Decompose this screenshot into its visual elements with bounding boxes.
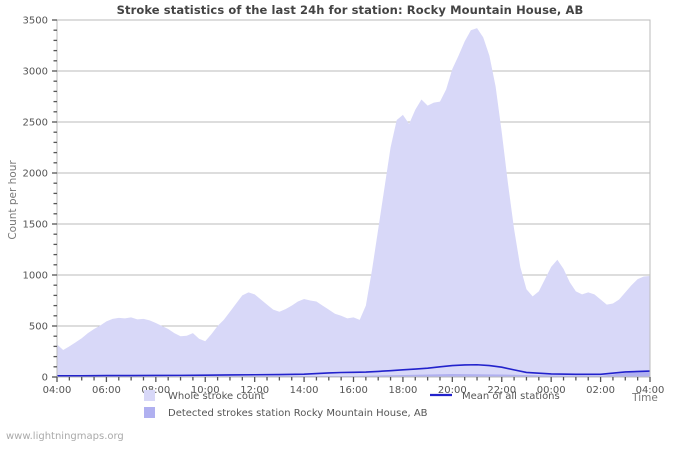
x-tick-label: 08:00 — [141, 385, 170, 396]
area-path-whole-stroke-count — [57, 28, 650, 377]
area-detected-strokes — [57, 370, 650, 377]
x-tick-label: 12:00 — [240, 385, 269, 396]
x-tick-label: 18:00 — [389, 385, 418, 396]
line-mean-of-all-stations — [57, 363, 651, 377]
x-axis-tick-labels: 04:00 06:00 08:00 10:00 12:00 14:00 16:00 18:00… — [43, 385, 665, 396]
legend-label: Detected strokes station Rocky Mountain … — [168, 408, 428, 419]
area-path-detected-strokes — [57, 370, 650, 377]
x-tick-label: 20:00 — [438, 385, 467, 396]
y-axis-title: Count per hour — [7, 160, 19, 240]
y-tick-label: 3500 — [23, 16, 48, 27]
axis-ticks — [52, 19, 651, 382]
y-tick-label: 2500 — [23, 118, 48, 129]
area-whole-stroke-count — [57, 28, 650, 377]
y-tick-label: 1000 — [23, 271, 48, 282]
x-tick-label: 14:00 — [290, 385, 319, 396]
x-tick-label: 00:00 — [537, 385, 566, 396]
x-tick-label: 06:00 — [92, 385, 121, 396]
y-tick-label: 2000 — [23, 169, 48, 180]
legend-swatch — [144, 390, 155, 401]
y-tick-label: 1500 — [23, 220, 48, 231]
x-tick-label: 10:00 — [191, 385, 220, 396]
line-path-mean — [57, 363, 651, 377]
legend-label: Mean of all stations — [462, 391, 560, 402]
x-tick-label: 04:00 — [636, 385, 665, 396]
chart-legend: Whole stroke count Detected strokes stati… — [144, 390, 560, 419]
x-axis-title: Time — [631, 392, 658, 404]
x-tick-label: 02:00 — [586, 385, 615, 396]
y-tick-label: 500 — [29, 322, 48, 333]
x-tick-label: 22:00 — [487, 385, 516, 396]
y-tick-label: 3000 — [23, 67, 48, 78]
y-tick-label: 0 — [42, 373, 48, 384]
site-url-label: www.lightningmaps.org — [6, 431, 124, 442]
page-title: Stroke statistics of the last 24h for st… — [116, 3, 584, 17]
x-tick-label: 16:00 — [339, 385, 368, 396]
y-axis-tick-labels: 0 500 1000 1500 2000 2500 3000 3500 — [23, 16, 48, 384]
x-tick-label: 04:00 — [43, 385, 72, 396]
legend-swatch — [144, 407, 155, 418]
legend-label: Whole stroke count — [168, 391, 265, 402]
